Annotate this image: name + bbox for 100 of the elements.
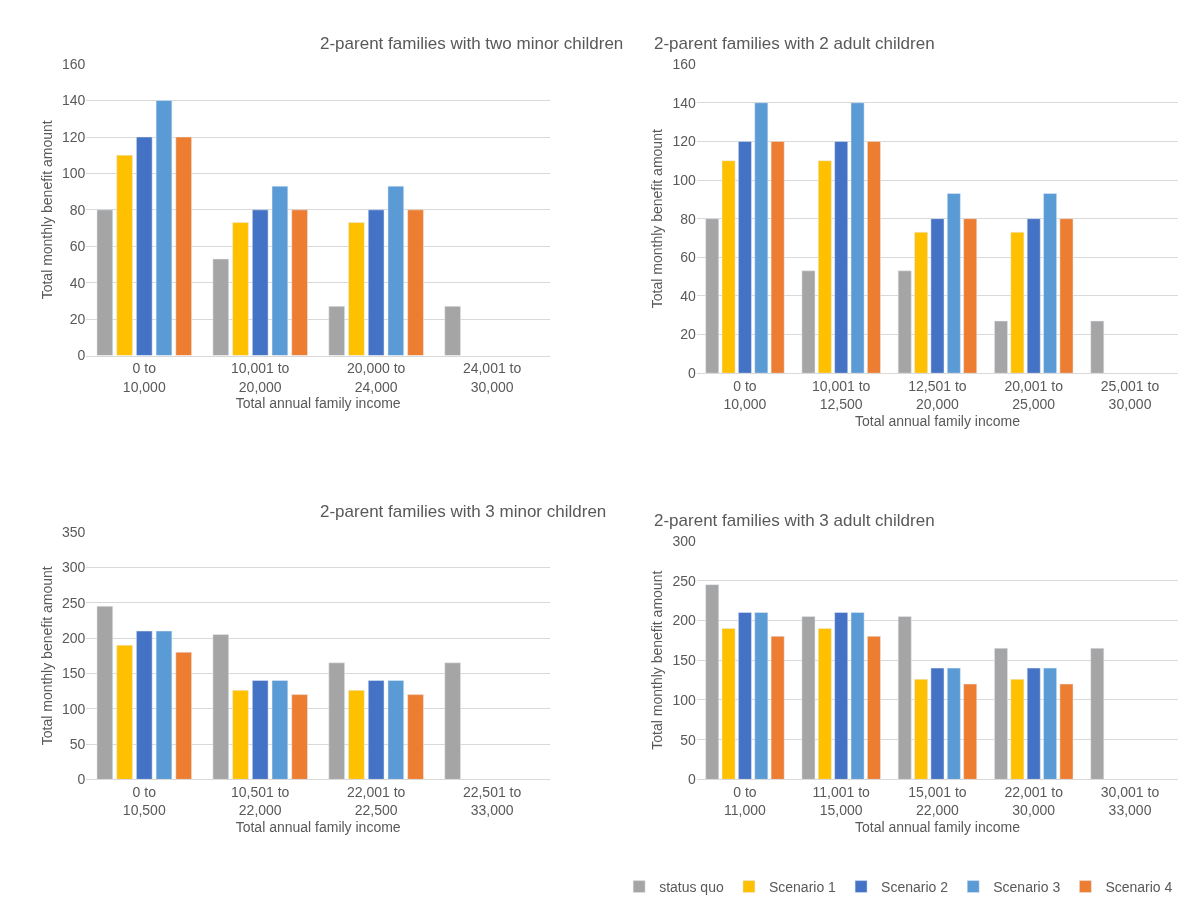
bar — [1043, 667, 1057, 780]
y-tick-label: 0 — [687, 365, 696, 382]
y-tick-label: 160 — [672, 56, 696, 73]
bar — [705, 584, 719, 780]
bar — [994, 320, 1008, 374]
bar — [444, 306, 461, 356]
x-tick-label: 22,001 to 22,500 — [346, 784, 406, 819]
chart-title: 2-parent families with 3 adult children — [654, 511, 935, 530]
bar — [850, 102, 865, 374]
bar — [368, 680, 385, 780]
x-tick-label: 15,001 to 22,000 — [908, 784, 967, 819]
y-tick-label: 250 — [672, 572, 696, 589]
x-tick-label: 30,001 to 33,000 — [1100, 784, 1160, 819]
x-tick-label: 24,001 to 30,000 — [462, 360, 522, 395]
chart-title: 2-parent families with 3 minor children — [320, 502, 607, 521]
bar — [212, 634, 229, 780]
bar — [834, 141, 848, 374]
y-tick-label: 60 — [680, 249, 696, 266]
y-tick-label: 50 — [69, 735, 86, 752]
y-tick-label: 120 — [672, 133, 696, 150]
bar — [705, 218, 719, 374]
bar — [801, 616, 816, 780]
y-tick-label: 20 — [69, 311, 86, 328]
bar — [1043, 193, 1057, 374]
bar — [407, 694, 424, 780]
chart-title: 2-parent families with 2 adult children — [654, 34, 935, 53]
bar — [291, 694, 308, 780]
x-tick-label: 0 to 10,000 — [723, 378, 767, 413]
bar — [818, 160, 832, 374]
y-tick-label: 80 — [680, 210, 696, 227]
y-tick-label: 100 — [672, 691, 696, 708]
bar — [212, 258, 229, 356]
x-tick-label: 20,001 to 25,000 — [1004, 378, 1064, 413]
bar — [96, 209, 113, 356]
bar — [897, 270, 912, 374]
bar — [770, 141, 785, 374]
bar — [754, 612, 769, 780]
x-tick-label: 20,000 to 24,000 — [346, 360, 406, 395]
bar — [721, 628, 736, 780]
y-tick-label: 0 — [77, 771, 86, 788]
y-tick-label: 40 — [680, 287, 696, 304]
bar — [867, 636, 881, 780]
bar — [818, 628, 832, 780]
bar — [444, 662, 461, 780]
y-tick-label: 120 — [61, 128, 86, 145]
bar — [175, 136, 192, 356]
bar — [1010, 679, 1025, 780]
x-axis-title: Total annual family income — [235, 818, 401, 835]
bar — [328, 662, 345, 780]
x-tick-label: 22,501 to 33,000 — [462, 784, 522, 819]
bar — [136, 136, 153, 356]
bar — [271, 680, 289, 780]
bar — [930, 667, 945, 780]
y-tick-label: 160 — [61, 56, 86, 73]
y-tick-label: 250 — [61, 594, 86, 611]
bar — [155, 100, 173, 356]
y-tick-label: 50 — [680, 731, 696, 748]
bar — [387, 185, 404, 356]
x-axis-title: Total annual family income — [854, 412, 1021, 429]
y-tick-label: 200 — [672, 612, 696, 629]
bar — [914, 679, 928, 780]
y-tick-label: 100 — [61, 700, 86, 717]
bar — [963, 218, 977, 374]
x-tick-label: 22,001 to 30,000 — [1004, 784, 1064, 819]
bar — [947, 667, 961, 780]
bar — [1090, 320, 1105, 374]
bar — [407, 209, 424, 356]
bar — [116, 154, 133, 356]
y-tick-label: 0 — [687, 771, 696, 788]
x-tick-label: 12,501 to 20,000 — [908, 378, 967, 413]
bar — [721, 160, 736, 374]
x-tick-label: 10,001 to 12,500 — [811, 378, 871, 413]
y-tick-label: 100 — [672, 171, 696, 188]
bar — [738, 141, 752, 374]
y-tick-label: 140 — [61, 92, 86, 109]
x-tick-label: 0 to 10,500 — [122, 784, 166, 819]
y-tick-label: 140 — [672, 94, 696, 111]
bar — [291, 209, 308, 356]
y-tick-label: 20 — [680, 326, 696, 343]
bar — [252, 680, 269, 780]
y-tick-label: 200 — [61, 630, 86, 646]
bar — [348, 222, 365, 356]
legend-label: status quo — [659, 879, 724, 896]
y-tick-label: 60 — [69, 238, 86, 255]
bar — [116, 644, 133, 780]
x-tick-label: 0 to 11,000 — [724, 784, 767, 819]
bar — [328, 306, 345, 356]
bar — [175, 651, 192, 780]
bar — [368, 209, 385, 356]
y-tick-label: 150 — [672, 652, 696, 669]
legend-label: Scenario 3 — [993, 879, 1061, 896]
bar — [1010, 231, 1025, 374]
bar — [834, 612, 848, 780]
y-tick-label: 300 — [672, 532, 696, 549]
bar — [232, 690, 249, 780]
bar — [850, 612, 865, 780]
x-tick-label: 10,501 to 22,000 — [231, 784, 290, 819]
legend-label: Scenario 2 — [881, 879, 949, 896]
legend-label: Scenario 4 — [1105, 879, 1173, 896]
bar — [914, 231, 928, 374]
